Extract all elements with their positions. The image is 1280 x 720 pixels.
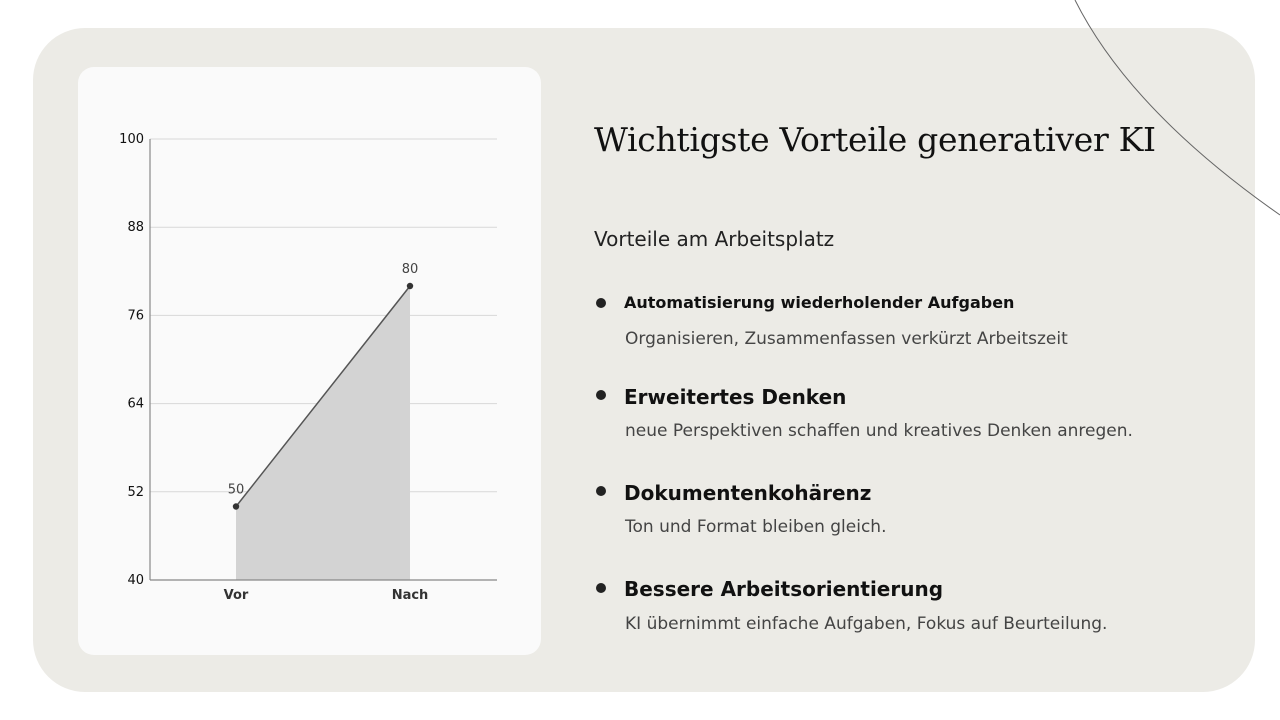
y-tick-label: 88 (127, 220, 144, 235)
series-line (235, 285, 411, 507)
data-label: 50 (228, 483, 245, 498)
y-tick-label: 100 (119, 132, 144, 147)
benefit-description: neue Perspektiven schaffen und kreatives… (625, 421, 1133, 441)
y-tick-label: 40 (127, 573, 144, 588)
data-point (232, 503, 240, 510)
slide-subtitle: Vorteile am Arbeitsplatz (594, 227, 835, 251)
benefit-description: Organisieren, Zusammenfassen verkürzt Ar… (625, 329, 1068, 349)
bullet-icon (596, 486, 606, 496)
benefit-heading: Bessere Arbeitsorientierung (624, 577, 944, 601)
area-fill (236, 286, 410, 580)
benefit-description: KI übernimmt einfache Aufgaben, Fokus au… (625, 614, 1108, 634)
benefit-heading: Automatisierung wiederholender Aufgaben (624, 293, 1015, 312)
data-point (406, 282, 414, 290)
slide-title: Wichtigste Vorteile generativer KI (594, 120, 1156, 159)
x-tick-label: Nach (392, 588, 429, 603)
y-tick-label: 76 (127, 308, 144, 323)
benefit-heading: Erweitertes Denken (624, 385, 847, 409)
benefit-heading: Dokumentenkohärenz (624, 481, 872, 505)
bullet-icon (596, 298, 606, 308)
bullet-icon (596, 583, 606, 593)
y-tick-label: 64 (127, 397, 144, 412)
benefit-description: Ton und Format bleiben gleich. (625, 517, 887, 537)
y-tick-label: 52 (127, 485, 144, 500)
x-tick-label: Vor (224, 588, 249, 603)
data-label: 80 (402, 262, 419, 277)
bullet-icon (596, 390, 606, 400)
